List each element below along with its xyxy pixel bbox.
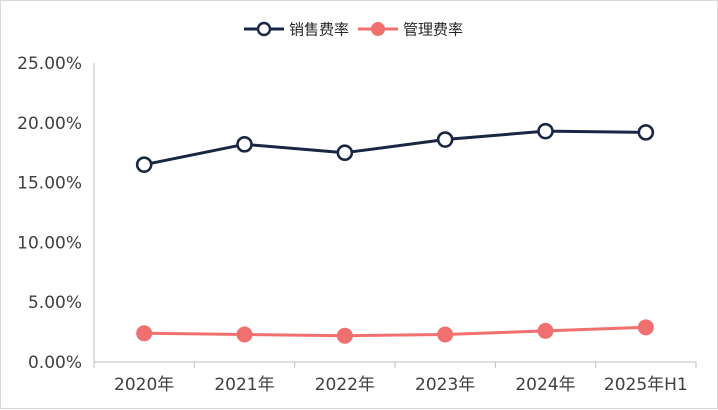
y-tick-label: 20.00% [17,114,82,134]
data-point [437,326,454,343]
x-axis-ticks: 2020年 2021年 2022年 2023年 2024年 2025年H1 [93,362,697,395]
x-tick-label: 2020年 [114,375,174,395]
legend: 销售费率 管理费率 [244,21,463,39]
legend-marker [371,22,385,36]
data-point [537,322,554,339]
x-tick-label: 2022年 [315,375,375,395]
axes [93,63,696,363]
y-tick-label: 0.00% [28,353,82,373]
legend-marker [256,21,272,37]
series-line [143,129,646,167]
series-1 [135,122,655,173]
data-point [236,136,253,153]
data-point [236,326,253,343]
y-axis-ticks: 0.00% 5.00% 10.00% 15.00% 20.00% 25.00% [17,54,82,373]
x-tick-label: 2023年 [415,375,475,395]
legend-item: 销售费率 [244,21,349,39]
series-group [135,122,655,344]
x-tick-label: 2024年 [515,375,575,395]
legend-label: 管理费率 [403,21,463,39]
data-point [336,144,354,161]
data-point [537,122,554,140]
y-tick-label: 10.00% [17,233,82,253]
series-2 [136,319,654,344]
data-point [135,156,153,173]
data-point [637,124,655,141]
data-point [136,325,153,342]
series-line [144,325,646,338]
data-point [336,327,353,344]
legend-label: 销售费率 [289,21,349,39]
legend-item: 管理费率 [358,21,463,39]
data-point [637,319,654,336]
data-point [436,131,454,148]
x-tick-label: 2021年 [214,375,274,395]
y-tick-label: 5.00% [28,293,82,313]
y-tick-label: 15.00% [17,174,82,194]
x-tick-label: 2025年H1 [604,375,688,395]
y-tick-label: 25.00% [17,54,82,74]
